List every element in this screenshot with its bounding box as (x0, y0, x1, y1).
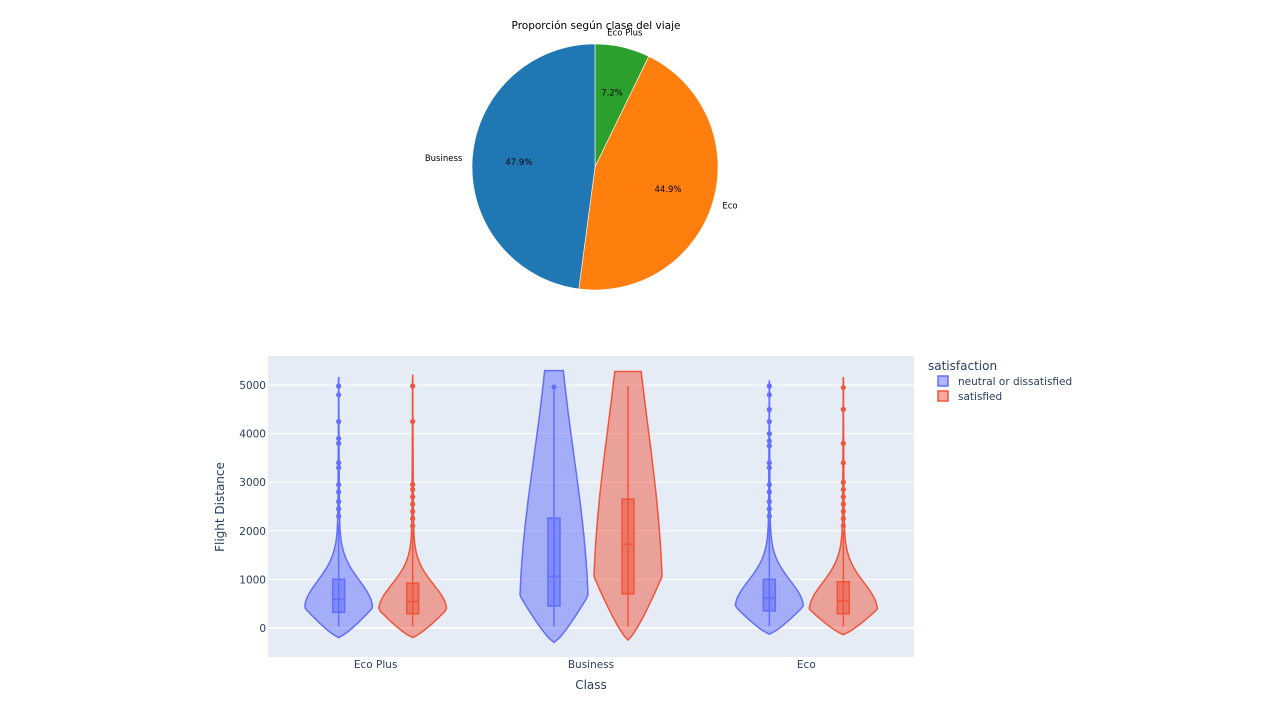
outlier-point (766, 465, 772, 471)
outlier-point (840, 516, 846, 522)
outlier-point (766, 499, 772, 505)
pie-pct-label-eco-plus: 7.2% (601, 89, 623, 99)
legend-item-satisfied[interactable]: satisfied (937, 390, 1002, 403)
outlier-point (840, 501, 846, 507)
box-satisfied-business (621, 498, 635, 595)
outlier-point (336, 435, 342, 442)
x-tick-label: Eco (797, 659, 816, 671)
pie-category-label-eco-plus: Eco Plus (607, 28, 643, 38)
outlier-point (336, 506, 342, 512)
outlier-point (840, 440, 846, 446)
pie-slice-eco (578, 55, 719, 291)
outlier-point (551, 384, 557, 390)
outlier-point (840, 494, 846, 500)
legend-label: neutral or dissatisfied (958, 376, 1072, 388)
y-tick-labels: 0 1000 2000 3000 4000 5000 (239, 380, 266, 635)
box-neutral-or-dissatisfied-eco-plus (331, 578, 346, 614)
grid-lines (268, 384, 914, 629)
outlier-point (766, 406, 772, 413)
outlier-point (840, 523, 846, 529)
outlier-point (410, 508, 416, 514)
outlier-point (766, 443, 772, 449)
y-tick-label: 4000 (239, 429, 266, 441)
pie-labels: 7.2% Eco Plus 44.9% Eco 47.9% Business (425, 28, 738, 211)
y-axis-label: Flight Distance (213, 462, 227, 552)
pie-pct-label-eco: 44.9% (654, 185, 681, 195)
outlier-point (336, 440, 342, 446)
outlier-point (410, 494, 416, 500)
pie-slices (471, 43, 719, 291)
outlier-point (840, 460, 846, 466)
outlier-point (410, 516, 416, 522)
box-satisfied-eco (836, 581, 851, 615)
outlier-point (336, 513, 342, 519)
y-tick-label: 1000 (239, 574, 266, 586)
outlier-point (336, 392, 342, 398)
plot-area (268, 356, 914, 657)
outlier-point (766, 489, 772, 495)
pie-title: Proporción según clase del viaje (512, 20, 681, 32)
outlier-point (410, 501, 416, 507)
legend-items: neutral or dissatisfied satisfied (937, 375, 1072, 403)
outlier-point (766, 460, 772, 466)
legend-label: satisfied (958, 391, 1002, 403)
legend-swatch (937, 375, 949, 387)
outlier-point (840, 406, 846, 413)
outlier-point (410, 482, 416, 488)
legend-item-neutral-or-dissatisfied[interactable]: neutral or dissatisfied (937, 375, 1072, 388)
box-satisfied-eco-plus (405, 582, 420, 615)
outlier-point (336, 465, 342, 471)
x-axis-label: Class (575, 678, 607, 692)
outlier-point (336, 489, 342, 495)
outlier-point (840, 508, 846, 514)
pie-pct-label-business: 47.9% (505, 158, 532, 168)
outlier-point (766, 392, 772, 398)
pie-category-label-eco: Eco (722, 201, 737, 211)
outlier-point (336, 499, 342, 505)
y-tick-label: 3000 (239, 477, 266, 489)
x-tick-labels: Eco Plus Business Eco (354, 659, 816, 671)
pie-slice-business (471, 43, 596, 290)
outlier-point (840, 384, 846, 391)
outlier-point (766, 513, 772, 519)
legend: satisfaction neutral or dissatisfied sati… (928, 359, 1072, 403)
outlier-point (336, 383, 342, 389)
y-tick-label: 5000 (239, 380, 266, 392)
outlier-point (766, 438, 772, 444)
outlier-point (840, 486, 846, 493)
violin-traces (304, 369, 879, 644)
legend-title: satisfaction (928, 359, 997, 373)
x-tick-label: Business (568, 659, 614, 671)
pie-chart: Proporción según clase del viaje 7.2% Eco… (425, 20, 738, 291)
outlier-point (410, 383, 416, 389)
y-tick-label: 0 (259, 623, 266, 635)
outlier-point (410, 418, 416, 425)
box-neutral-or-dissatisfied-business (547, 517, 561, 607)
outlier-point (410, 486, 416, 493)
outlier-point (766, 482, 772, 488)
outlier-point (766, 506, 772, 512)
pie-category-label-business: Business (425, 154, 463, 164)
outlier-point (766, 383, 772, 389)
outlier-point (766, 418, 772, 425)
outlier-point (336, 418, 342, 425)
outlier-point (840, 479, 846, 485)
y-tick-label: 2000 (239, 526, 266, 538)
outlier-point (336, 482, 342, 488)
box-neutral-or-dissatisfied-eco (762, 578, 777, 612)
x-tick-label: Eco Plus (354, 659, 398, 671)
legend-swatch (937, 390, 949, 402)
outlier-point (410, 523, 416, 529)
outlier-point (336, 460, 342, 466)
outlier-point (766, 431, 772, 437)
